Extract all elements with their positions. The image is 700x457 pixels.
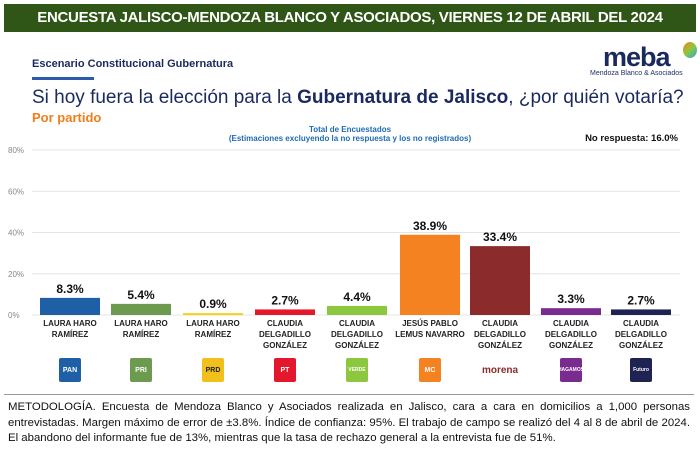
data-label: 33.4% — [483, 230, 517, 244]
y-tick-label: 40% — [8, 229, 24, 238]
data-label: 2.7% — [627, 293, 655, 307]
chart-title-text: Total de Encuestados — [308, 125, 392, 134]
y-tick-label: 80% — [8, 146, 24, 155]
bar — [470, 246, 530, 315]
y-tick-label: 60% — [8, 187, 24, 196]
chart-title: Total de Encuestados (Estimaciones excluy… — [180, 125, 520, 143]
logo-mark-icon — [682, 42, 697, 58]
party-logo-hagamos-icon: HAGAMOS — [558, 358, 584, 382]
data-label: 4.4% — [343, 290, 371, 304]
party-logo-pt-icon: PT — [274, 358, 296, 382]
bar — [183, 313, 243, 316]
question-pre: Si hoy fuera la elección para la — [32, 87, 298, 108]
question-post: , ¿por quién votaría? — [508, 87, 684, 108]
data-label: 38.9% — [413, 219, 447, 233]
y-tick-label: 0% — [8, 311, 20, 320]
party-logo-pan-icon: PAN — [59, 358, 81, 382]
bar — [40, 297, 100, 315]
party-logo-pri-icon: PRI — [130, 358, 152, 382]
scenario-label: Escenario Constitucional Gubernatura — [32, 58, 234, 70]
header-title: ENCUESTA JALISCO-MENDOZA BLANCO Y ASOCIA… — [4, 4, 696, 32]
meba-logo: meba Mendoza Blanco & Asociados — [590, 42, 697, 77]
candidate-label: LAURA HARO RAMÍREZ — [114, 319, 168, 339]
question: Si hoy fuera la elección para la Guberna… — [32, 87, 684, 109]
logo-name: meba — [603, 42, 671, 72]
bar — [255, 309, 315, 315]
bar — [400, 234, 460, 315]
chart-subtitle: (Estimaciones excluyendo la no respuesta… — [228, 134, 472, 143]
party-logo-morena-icon: morena — [481, 364, 519, 376]
logo-tagline: Mendoza Blanco & Asociados — [590, 70, 683, 77]
bar-chart: 0% 20% 40% 60% 80% 8.3% 5.4% 0.9% 2.7% 4.4% 38.9% 3… — [8, 146, 680, 320]
methodology: METODOLOGÍA. Encuesta de Mendoza Blanco … — [4, 394, 694, 454]
party-logo-mc-icon: MC — [419, 358, 441, 382]
bar — [611, 309, 671, 315]
data-label: 8.3% — [56, 282, 84, 296]
subtitle: Por partido — [32, 110, 102, 125]
candidate-label: CLAUDIA DELGADILLO GONZÁLEZ — [474, 319, 526, 350]
bar — [327, 305, 387, 315]
data-label: 0.9% — [199, 297, 227, 311]
y-tick-label: 20% — [8, 270, 24, 279]
party-logo-prd-icon: PRD — [202, 358, 224, 382]
candidate-label: CLAUDIA DELGADILLO GONZÁLEZ — [615, 319, 667, 350]
candidate-label: CLAUDIA DELGADILLO GONZÁLEZ — [259, 319, 311, 350]
question-bold: Gubernatura de Jalisco — [297, 87, 509, 108]
candidate-label: JESÚS PABLO LEMUS NAVARRO — [395, 319, 465, 339]
data-label: 2.7% — [271, 293, 299, 307]
candidate-label: CLAUDIA DELGADILLO GONZÁLEZ — [331, 319, 383, 350]
no-response: No respuesta: 16.0% — [585, 133, 678, 144]
party-logo-futuro-icon: Futuro — [630, 358, 652, 382]
candidate-label: CLAUDIA DELGADILLO GONZÁLEZ — [545, 319, 597, 350]
candidate-label: LAURA HARO RAMÍREZ — [186, 319, 240, 339]
party-logo-verde-icon: VERDE — [346, 358, 368, 382]
bar — [111, 303, 171, 315]
bar — [541, 308, 601, 315]
scenario-underline — [32, 77, 94, 80]
candidate-label: LAURA HARO RAMÍREZ — [43, 319, 97, 339]
data-label: 5.4% — [127, 288, 155, 302]
data-label: 3.3% — [557, 292, 585, 306]
